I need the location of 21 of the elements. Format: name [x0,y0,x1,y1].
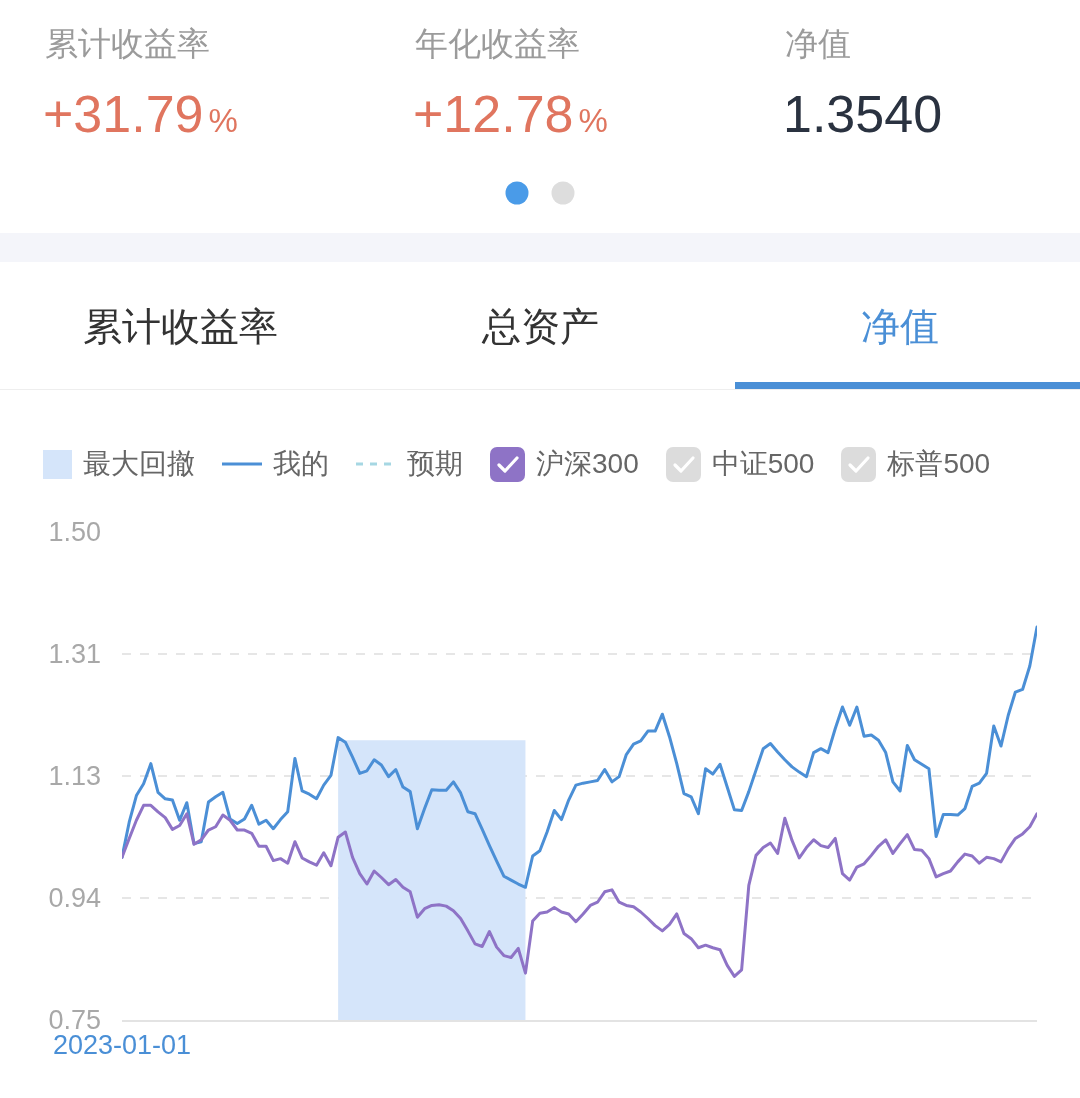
line-series [122,803,1037,978]
y-tick-label: 0.94 [48,883,101,914]
legend-label: 最大回撤 [83,447,195,481]
legend-label: 我的 [273,447,329,481]
y-tick-label: 1.50 [48,517,101,548]
category-label: 累计收益率 [45,24,210,64]
legend-label: 中证500 [711,447,815,481]
text: 累计收益率 [81,304,279,350]
chart-title: 净值 [860,304,940,350]
y-tick-label: 1.13 [48,761,101,792]
text: +31.79% [43,85,238,143]
text: 总资产 [480,304,600,350]
line-series [122,625,1037,889]
legend-label: 标普500 [887,447,991,481]
category-label: 年化收益率 [415,24,580,64]
legend-label: 沪深300 [536,447,639,481]
text: 1.3540 [783,85,943,143]
legend-label: 预期 [407,447,463,481]
y-tick-label: 1.31 [48,639,101,670]
category-label: 净值 [785,24,851,64]
text: +12.78% [413,85,608,143]
